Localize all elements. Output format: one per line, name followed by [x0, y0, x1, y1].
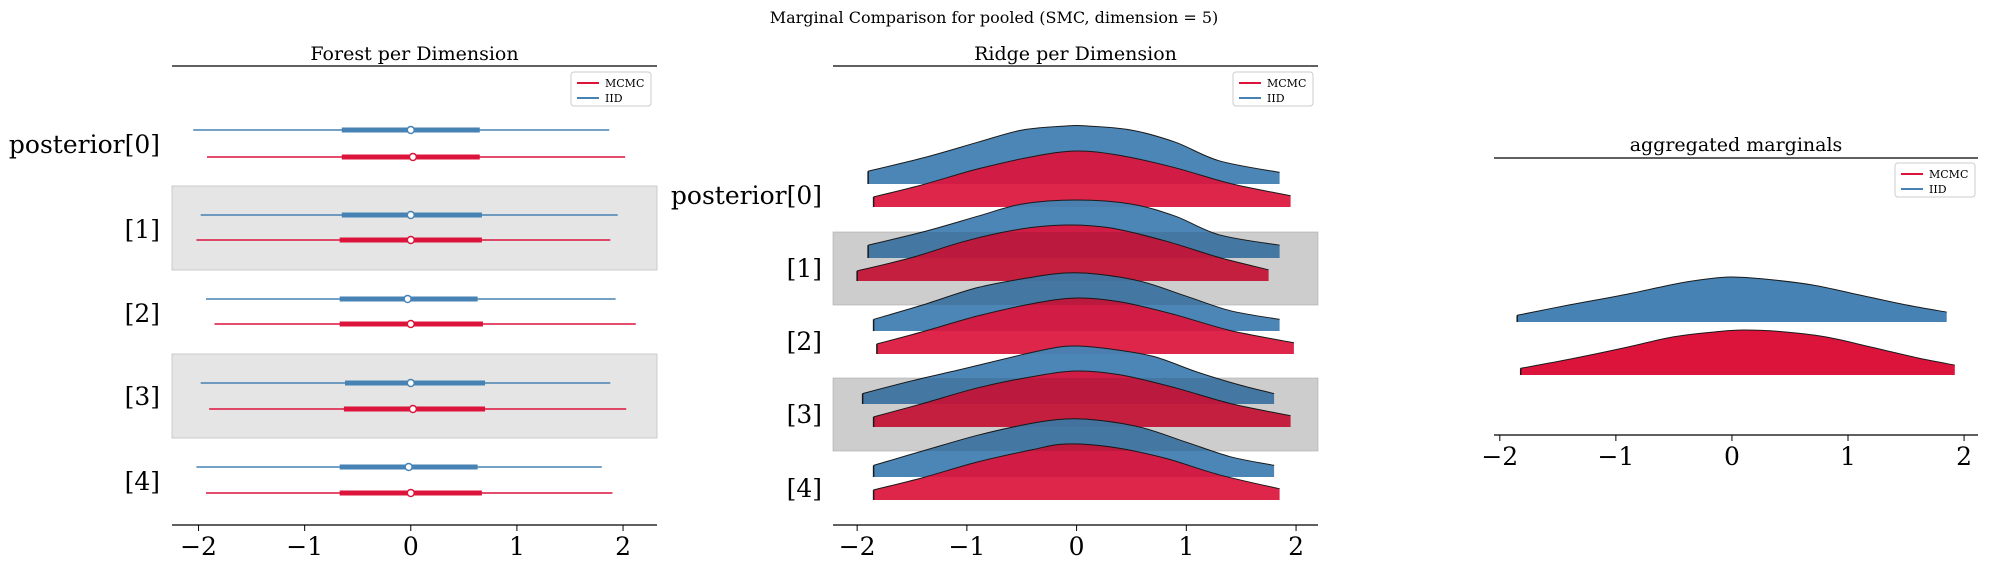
mcmc-aggregated-ridge-outline — [1520, 329, 1955, 369]
mcmc-ridge-3-outline — [873, 370, 1291, 418]
y-tick-label: [1] — [125, 215, 160, 244]
mcmc-median-point — [406, 235, 416, 245]
mcmc-ridge-0-outline — [873, 150, 1291, 198]
legend-label-iid: IID — [1929, 183, 1947, 196]
iid-ridge-2-outline — [873, 272, 1280, 320]
x-tick-label: 0 — [1069, 532, 1085, 561]
iid-aggregated-ridge-outline — [1517, 276, 1947, 316]
panel-title: Ridge per Dimension — [974, 43, 1177, 65]
mcmc-ridge-4-outline — [873, 443, 1280, 491]
mcmc-ridge-3-fill — [873, 370, 1291, 427]
iid-ridge-3-outline — [862, 345, 1275, 395]
x-tick-label: 1 — [509, 532, 525, 561]
y-tick-label: posterior[0] — [9, 130, 160, 159]
iid-ridge-0-outline — [867, 124, 1280, 173]
y-tick-label: [1] — [787, 254, 822, 283]
iid-median-point — [406, 210, 416, 220]
row-band — [171, 185, 658, 271]
y-tick-label: [2] — [787, 327, 822, 356]
y-tick-label: posterior[0] — [671, 181, 822, 210]
x-tick-label: −1 — [1597, 442, 1634, 471]
mcmc-ridge-2-fill — [876, 297, 1294, 354]
mcmc-ridge-0-fill — [873, 150, 1291, 207]
panel-title: Forest per Dimension — [310, 43, 518, 65]
aggregated-panel: aggregated marginals MCMC IID −2 −1 0 1 2 — [1481, 134, 1978, 471]
iid-ridge-4-outline — [873, 418, 1275, 466]
x-tick-label: 2 — [1956, 442, 1972, 471]
mcmc-ridge-4-fill — [873, 443, 1280, 500]
y-tick-label: [4] — [125, 467, 160, 496]
panel-title: aggregated marginals — [1630, 134, 1843, 156]
mcmc-ridge-1-outline — [856, 224, 1269, 272]
iid-median-point — [403, 294, 412, 304]
y-tick-label: [2] — [125, 299, 160, 328]
iid-ridge-1-outline — [867, 199, 1280, 246]
legend-label-iid: IID — [605, 92, 623, 105]
x-tick-label: 1 — [1840, 442, 1856, 471]
mcmc-median-point — [408, 404, 418, 414]
x-tick-label: −2 — [180, 532, 217, 561]
mcmc-median-point — [408, 152, 418, 162]
mcmc-median-point — [406, 488, 416, 498]
iid-median-point — [404, 462, 413, 472]
row-band-shade — [833, 378, 1318, 451]
y-tick-label: [4] — [787, 474, 822, 503]
legend-label-mcmc: MCMC — [1929, 168, 1968, 181]
x-tick-label: −2 — [1481, 442, 1518, 471]
x-tick-label: −1 — [948, 532, 985, 561]
y-tick-label: [3] — [787, 400, 822, 429]
mcmc-ridge-1-fill — [857, 224, 1269, 281]
figure-suptitle: Marginal Comparison for pooled (SMC, dim… — [770, 8, 1219, 27]
x-tick-label: 1 — [1178, 532, 1194, 561]
iid-median-point — [406, 125, 416, 135]
x-tick-label: 0 — [1724, 442, 1740, 471]
legend-label-mcmc: MCMC — [605, 77, 644, 90]
row-band — [171, 353, 658, 439]
x-tick-label: −1 — [286, 532, 323, 561]
legend-label-iid: IID — [1267, 92, 1285, 105]
ridge-panel: Ridge per Dimension posterior[0] [1] [2] [3]… — [671, 43, 1319, 561]
mcmc-median-point — [406, 319, 416, 329]
x-tick-label: 0 — [403, 532, 419, 561]
x-tick-label: 2 — [615, 532, 631, 561]
iid-aggregated-ridge-fill — [1517, 276, 1947, 322]
mcmc-aggregated-ridge-fill — [1520, 330, 1955, 375]
y-tick-label: [3] — [125, 382, 160, 411]
row-band-shade — [833, 232, 1318, 305]
x-tick-label: −2 — [839, 532, 876, 561]
iid-median-point — [406, 378, 416, 388]
legend-label-mcmc: MCMC — [1267, 77, 1306, 90]
mcmc-ridge-2-outline — [876, 297, 1294, 345]
x-tick-label: 2 — [1288, 532, 1304, 561]
forest-panel: Forest per Dimension posterior[0] [1] [2] [3… — [9, 43, 658, 561]
